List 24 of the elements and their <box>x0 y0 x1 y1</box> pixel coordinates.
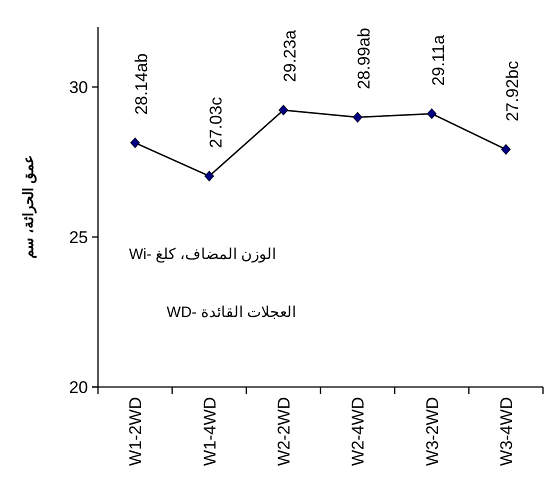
point <box>204 170 214 182</box>
data-label: 27.92bc <box>502 60 522 122</box>
x-tick-label: W1-2WD <box>126 397 146 466</box>
annotation: الوزن المضاف، كلغ -Wi <box>129 246 276 263</box>
data-label: 28.99ab <box>354 28 374 90</box>
x-tick-label: W1-4WD <box>200 397 220 466</box>
point <box>501 144 511 155</box>
x-tick-label: W2-4WD <box>348 397 368 466</box>
y-tick-label: 25 <box>69 228 88 247</box>
annotation: العجلات القائدة -WD <box>166 304 296 321</box>
data-label: 27.03c <box>206 96 226 148</box>
point <box>426 108 437 119</box>
y-tick-label: 20 <box>69 378 88 397</box>
point <box>278 104 288 116</box>
point <box>352 112 362 123</box>
data-label: 28.14ab <box>132 53 152 115</box>
x-tick-label: W3-4WD <box>496 397 516 466</box>
point <box>130 138 140 148</box>
x-tick-label: W2-2WD <box>274 397 294 466</box>
data-label: 29.23a <box>280 30 300 82</box>
y-axis-title: عمق الحراثة، سم <box>20 156 37 258</box>
x-tick-label: W3-2WD <box>422 397 442 466</box>
y-tick-label: 30 <box>69 78 88 97</box>
data-label: 29.11a <box>428 34 448 86</box>
